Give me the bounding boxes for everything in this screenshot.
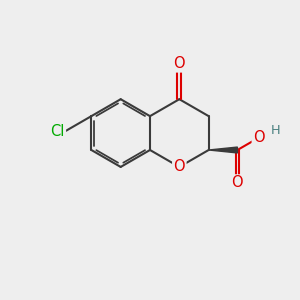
Text: O: O — [173, 159, 185, 174]
Text: O: O — [232, 176, 243, 190]
Text: O: O — [173, 56, 185, 71]
Text: O: O — [253, 130, 264, 145]
Text: Cl: Cl — [51, 124, 65, 139]
Polygon shape — [208, 147, 237, 153]
Text: H: H — [271, 124, 281, 137]
